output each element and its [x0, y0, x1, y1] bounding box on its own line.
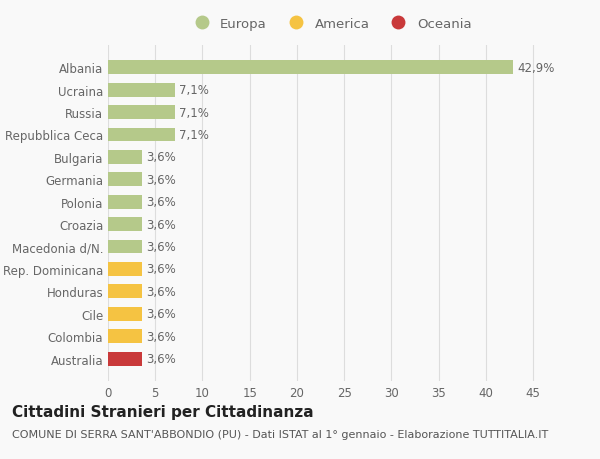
Text: 7,1%: 7,1%	[179, 84, 209, 97]
Text: 7,1%: 7,1%	[179, 106, 209, 119]
Text: 3,6%: 3,6%	[146, 308, 176, 320]
Text: 3,6%: 3,6%	[146, 151, 176, 164]
Bar	[108, 218, 142, 231]
Bar	[108, 106, 175, 120]
Bar	[108, 128, 175, 142]
Text: 3,6%: 3,6%	[146, 353, 176, 365]
Text: 3,6%: 3,6%	[146, 218, 176, 231]
Text: Cittadini Stranieri per Cittadinanza: Cittadini Stranieri per Cittadinanza	[12, 404, 314, 419]
Bar	[108, 307, 142, 321]
Text: 3,6%: 3,6%	[146, 285, 176, 298]
Bar	[108, 240, 142, 254]
Text: 3,6%: 3,6%	[146, 263, 176, 276]
Bar	[108, 263, 142, 276]
Bar	[108, 173, 142, 187]
Legend: Europa, America, Oceania: Europa, America, Oceania	[183, 12, 477, 36]
Text: 3,6%: 3,6%	[146, 196, 176, 209]
Text: 3,6%: 3,6%	[146, 330, 176, 343]
Bar	[108, 352, 142, 366]
Text: 3,6%: 3,6%	[146, 241, 176, 253]
Text: COMUNE DI SERRA SANT'ABBONDIO (PU) - Dati ISTAT al 1° gennaio - Elaborazione TUT: COMUNE DI SERRA SANT'ABBONDIO (PU) - Dat…	[12, 429, 548, 439]
Bar	[108, 61, 513, 75]
Bar	[108, 285, 142, 299]
Bar	[108, 196, 142, 209]
Bar	[108, 151, 142, 164]
Text: 3,6%: 3,6%	[146, 174, 176, 186]
Text: 7,1%: 7,1%	[179, 129, 209, 142]
Bar	[108, 84, 175, 97]
Text: 42,9%: 42,9%	[517, 62, 554, 74]
Bar	[108, 330, 142, 343]
